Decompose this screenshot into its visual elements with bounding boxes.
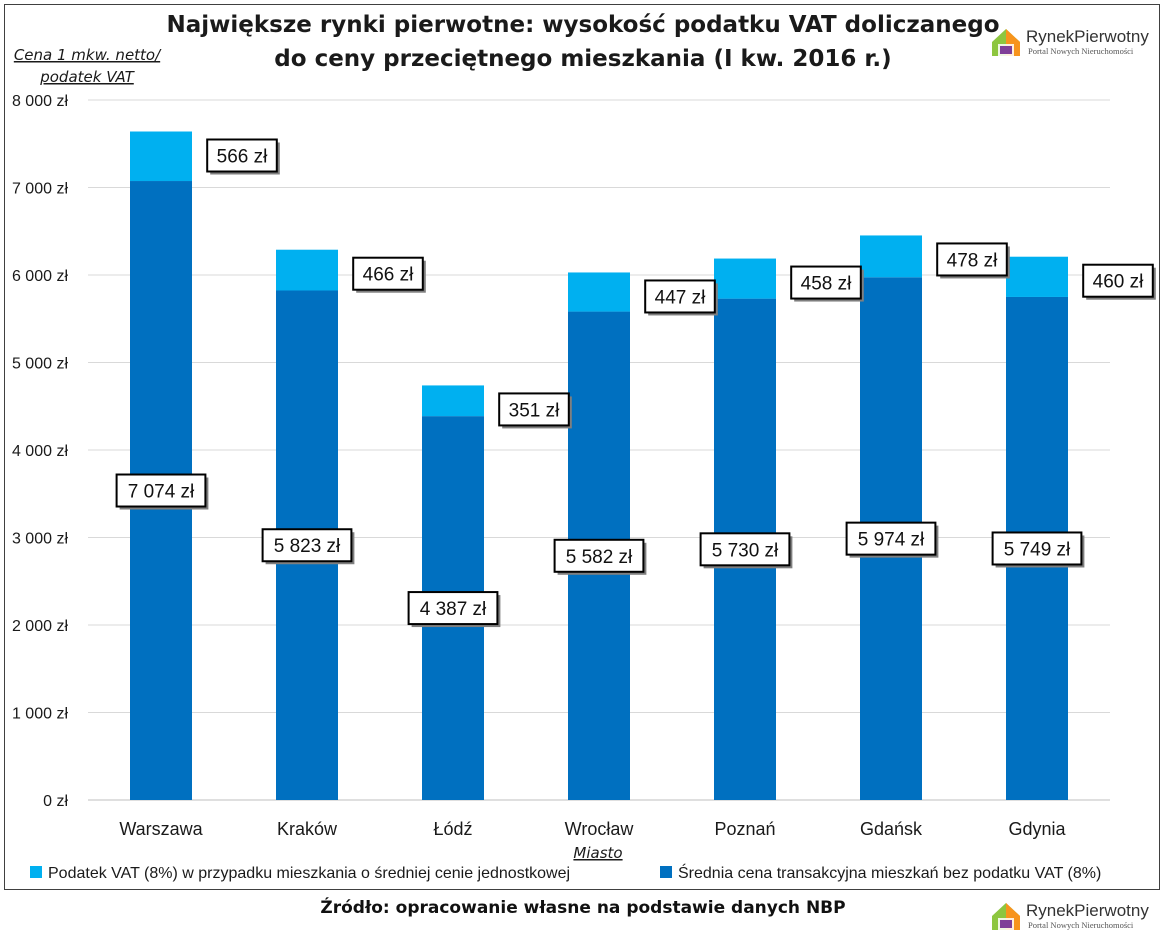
legend-swatch <box>660 866 672 878</box>
x-category-label: Poznań <box>714 819 775 839</box>
legend-swatch <box>30 866 42 878</box>
vat-value-label: 460 zł <box>1082 263 1156 300</box>
net-value-label-box <box>407 591 499 626</box>
vat-value-label-box <box>498 392 570 427</box>
bar-vat <box>568 272 630 312</box>
net-value-label-box <box>261 528 353 563</box>
y-tick-label: 2 000 zł <box>12 618 68 635</box>
vat-value-label: 447 zł <box>644 279 718 316</box>
y-tick-label: 6 000 zł <box>12 268 68 285</box>
y-tick-label: 1 000 zł <box>12 706 68 723</box>
house-logo-icon <box>992 29 1020 56</box>
vat-value-label: 566 zł <box>206 138 280 175</box>
x-category-label: Gdynia <box>1008 819 1066 839</box>
logo-name: RynekPierwotny <box>1026 27 1149 46</box>
y-tick-label: 0 zł <box>43 793 68 810</box>
y-axis-label-line1: Cena 1 mkw. netto/ <box>14 46 162 64</box>
vat-value-label-box <box>644 279 716 314</box>
house-logo-icon <box>992 903 1020 930</box>
legend: Podatek VAT (8%) w przypadku mieszkania … <box>30 863 1101 882</box>
chart-title-line2: do ceny przeciętnego mieszkania (I kw. 2… <box>274 46 891 72</box>
net-value-label-box <box>991 531 1083 566</box>
x-axis-label: Miasto <box>573 844 622 862</box>
vat-value-label-text: 478 zł <box>947 250 998 271</box>
net-value-label: 5 749 zł <box>991 531 1085 568</box>
logo-name: RynekPierwotny <box>1026 901 1149 920</box>
x-category-label: Kraków <box>277 819 338 839</box>
bar-vat <box>714 258 776 299</box>
vat-value-label: 458 zł <box>790 265 864 302</box>
bar-vat <box>860 235 922 278</box>
net-value-label: 5 974 zł <box>845 521 939 558</box>
logo-top: RynekPierwotny Portal Nowych Nieruchomoś… <box>992 27 1149 56</box>
logo-bottom: RynekPierwotny Portal Nowych Nieruchomoś… <box>992 901 1149 930</box>
net-value-label-text: 5 582 zł <box>566 547 633 568</box>
vat-value-label-box <box>790 265 862 300</box>
legend-label: Podatek VAT (8%) w przypadku mieszkania … <box>48 865 570 882</box>
net-value-label-box <box>553 538 645 573</box>
net-value-label-box <box>115 473 207 508</box>
x-category-label: Wrocław <box>565 819 635 839</box>
vat-value-label-text: 460 zł <box>1093 272 1144 293</box>
bar-vat <box>422 385 484 417</box>
net-value-label-box <box>699 532 791 567</box>
y-tick-label: 4 000 zł <box>12 443 68 460</box>
bar-vat <box>276 249 338 291</box>
source-note: Źródło: opracowanie własne na podstawie … <box>320 896 845 918</box>
vat-value-label: 466 zł <box>352 256 426 293</box>
y-axis-ticks: 0 zł 1 000 zł 2 000 zł 3 000 zł 4 000 zł 5 00… <box>12 93 68 810</box>
net-value-label: 7 074 zł <box>115 473 209 510</box>
net-value-label-text: 7 074 zł <box>128 482 195 503</box>
vat-value-label-text: 351 zł <box>509 400 560 421</box>
logo-subtitle: Portal Nowych Nieruchomości <box>1028 46 1134 56</box>
net-value-label-text: 5 730 zł <box>712 540 779 561</box>
net-value-label-text: 5 749 zł <box>1004 539 1071 560</box>
logo-subtitle: Portal Nowych Nieruchomości <box>1028 920 1134 930</box>
x-category-label: Łódź <box>433 819 472 839</box>
y-tick-label: 5 000 zł <box>12 356 68 373</box>
net-value-label-box <box>845 521 937 556</box>
y-tick-label: 7 000 zł <box>12 181 68 198</box>
vat-value-label-box <box>352 256 424 291</box>
net-value-label-text: 5 974 zł <box>858 530 925 551</box>
bar-vat <box>130 131 192 182</box>
net-value-label: 5 730 zł <box>699 532 793 569</box>
vat-value-label-text: 466 zł <box>363 265 414 286</box>
vat-value-label: 351 zł <box>498 392 572 429</box>
x-category-label: Warszawa <box>119 819 203 839</box>
net-value-label-text: 4 387 zł <box>420 599 487 620</box>
vat-value-label-text: 566 zł <box>217 147 268 168</box>
bars <box>130 131 1068 800</box>
bar-vat <box>1006 256 1068 297</box>
y-axis-label-line2: podatek VAT <box>39 68 135 86</box>
y-tick-label: 8 000 zł <box>12 93 68 110</box>
x-category-label: Gdańsk <box>860 819 923 839</box>
vat-value-label-box <box>936 242 1008 277</box>
legend-label: Średnia cena transakcyjna mieszkań bez p… <box>678 863 1101 882</box>
vat-value-label: 478 zł <box>936 242 1010 279</box>
x-axis-categories: Warszawa Kraków Łódź Wrocław Poznań Gdańsk Gdy… <box>119 819 1066 839</box>
vat-value-label-box <box>1082 263 1154 298</box>
net-value-label: 5 582 zł <box>553 538 647 575</box>
y-tick-label: 3 000 zł <box>12 531 68 548</box>
net-value-label: 4 387 zł <box>407 591 501 628</box>
vat-value-label-box <box>206 138 278 173</box>
net-value-label: 5 823 zł <box>261 528 355 565</box>
chart-title-line1: Największe rynki pierwotne: wysokość pod… <box>167 12 1000 38</box>
vat-value-label-text: 447 zł <box>655 287 706 308</box>
net-value-label-text: 5 823 zł <box>274 536 341 557</box>
vat-value-label-text: 458 zł <box>801 274 852 295</box>
data-labels: 7 074 zł 566 zł 5 823 zł 466 zł 4 387 zł 351 … <box>115 138 1156 628</box>
